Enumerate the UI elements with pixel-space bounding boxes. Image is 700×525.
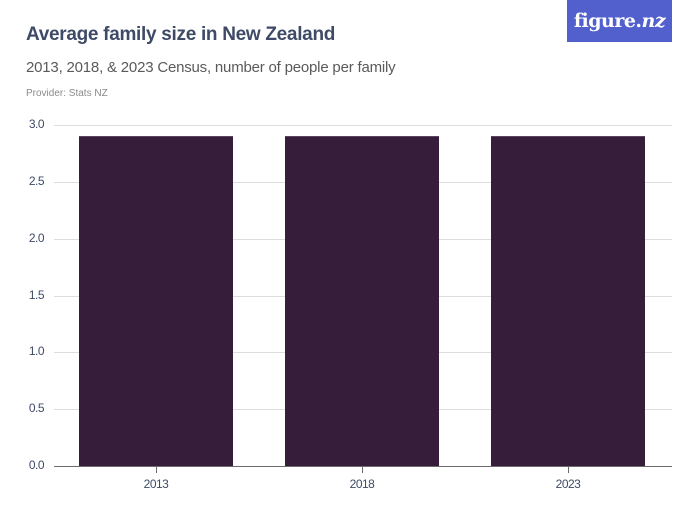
y-tick-label: 0.5 [28,401,45,415]
y-tick-label: 2.0 [28,231,45,245]
y-tick-label: 3.0 [28,117,45,131]
x-tick-label: 2023 [555,477,581,491]
x-tick-mark [156,467,157,473]
x-tick-label: 2013 [143,477,169,491]
logo-text-main: figure. [573,10,642,32]
chart-title: Average family size in New Zealand [26,24,336,45]
bar-2023[interactable] [491,136,645,466]
figure-nz-logo[interactable]: figure. nz [567,0,672,42]
x-tick-label: 2018 [349,477,375,491]
x-tick-mark [568,467,569,473]
y-tick-label: 2.5 [28,174,45,188]
data-provider: Provider: Stats NZ [26,88,108,99]
y-tick-label: 1.5 [28,288,45,302]
bar-2018[interactable] [285,136,439,466]
y-tick-label: 1.0 [28,344,45,358]
y-tick-label: 0.0 [28,458,45,472]
x-tick-mark [362,467,363,473]
chart-subtitle: 2013, 2018, & 2023 Census, number of peo… [26,59,396,76]
logo-text-suffix: nz [641,10,666,32]
x-axis-line [54,466,672,467]
gridline [54,125,672,126]
bar-2013[interactable] [79,136,233,466]
